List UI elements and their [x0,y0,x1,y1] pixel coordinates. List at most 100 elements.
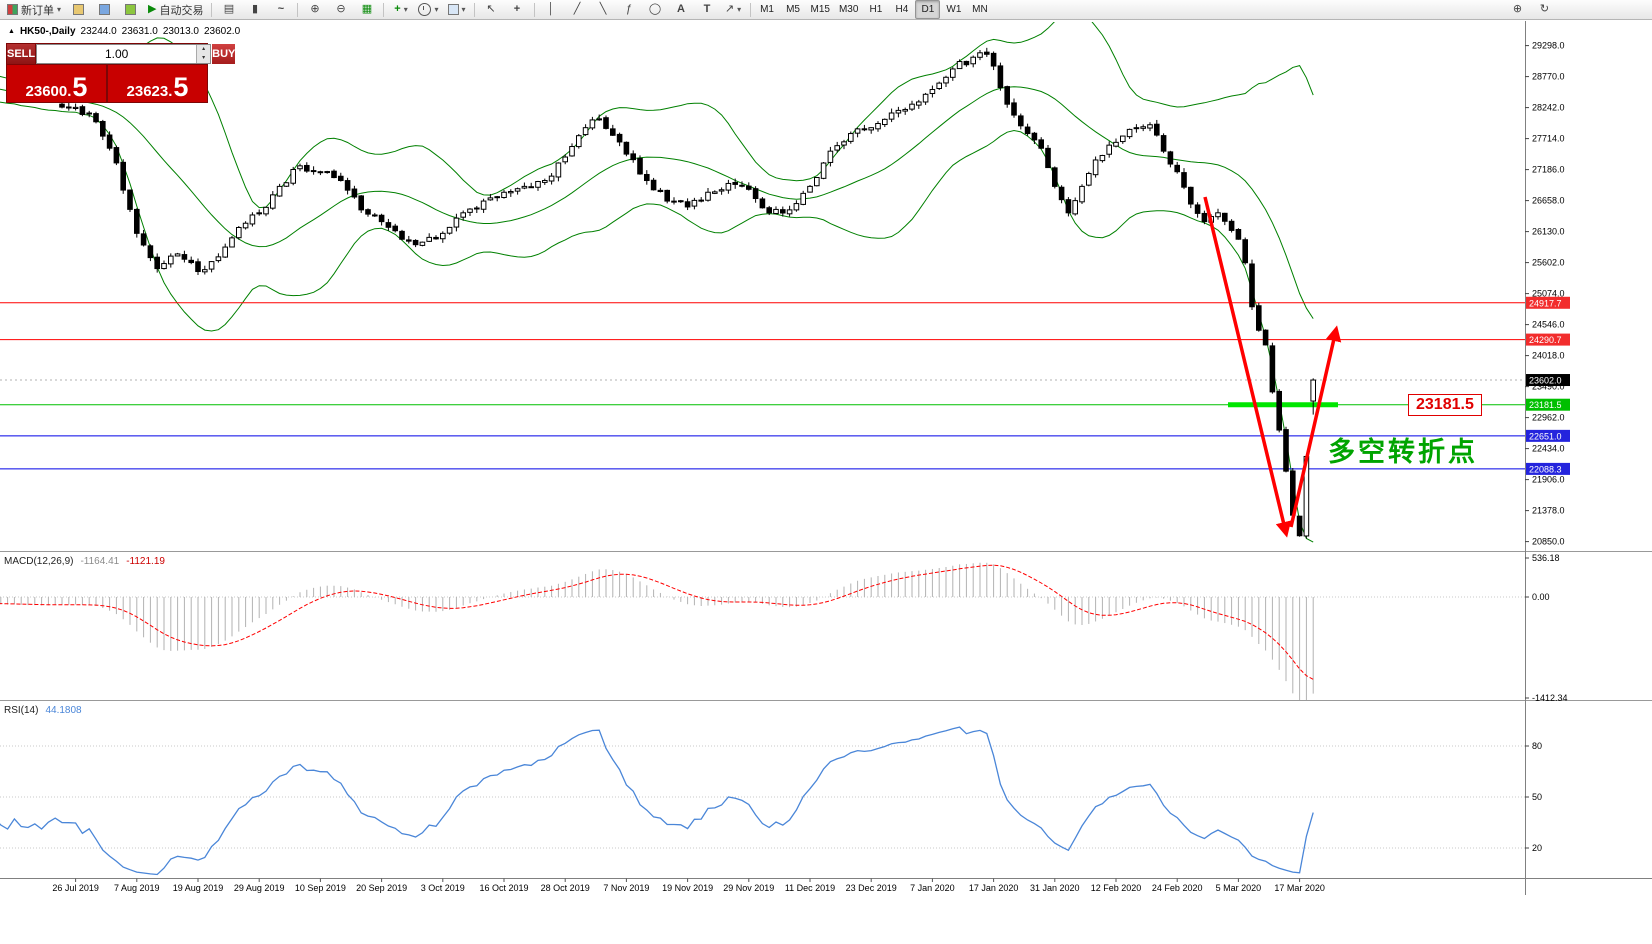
arrow-tool-icon: ↗ [724,3,735,15]
bear-candle [358,195,364,211]
price-axis-tick: 29298.0 [1532,41,1565,51]
autotrading-label: 自动交易 [159,4,204,17]
candlestick-chart-icon: ▮ [251,3,259,15]
bull-candle [854,128,861,134]
chevron-down-icon: ▾ [434,5,439,14]
price-level-tag-text: 24917.7 [1529,298,1562,308]
timeframe-button-h1[interactable]: H1 [869,4,883,15]
rsi-value: 44.1808 [45,705,82,716]
bull-candle [1092,159,1099,176]
buy-price-pips: 5 [173,72,189,103]
zoom-in-button[interactable]: ⊕ [302,0,327,19]
bull-candle [691,199,698,207]
profiles-button[interactable] [92,0,117,19]
timeframe-button-mn[interactable]: MN [972,4,988,15]
timeframe-button-m15[interactable]: M15 [810,4,830,15]
volume-decrease-button[interactable]: ▾ [197,54,211,63]
price-axis-tick: 21378.0 [1532,506,1565,516]
search-button[interactable]: ⊕ [1505,0,1530,19]
tile-windows-button[interactable]: ▦ [354,0,379,19]
alerts-button[interactable] [118,0,143,19]
bar-chart-button[interactable]: ▤ [216,0,241,19]
label-tool-button[interactable]: T [695,0,720,19]
turning-point-annotation[interactable]: 多空转折点 [1328,437,1478,467]
bear-candle [1174,164,1181,173]
bull-candle [222,246,228,258]
templates-button[interactable]: ▾ [444,0,470,19]
timeframe-button-m1[interactable]: M1 [760,4,774,15]
chevron-down-icon: ▾ [461,5,466,14]
line-chart-button[interactable]: ~ [268,0,293,19]
bear-candle [140,233,147,246]
new-order-button[interactable]: 新订单 ▾ [3,0,65,19]
bull-candle [263,206,269,215]
price-axis-tick: 22434.0 [1532,444,1565,454]
bear-candle [195,261,201,273]
timeframe-button-m30[interactable]: M30 [838,4,859,15]
bear-candle [1167,151,1174,165]
indicators-plus-icon: + [394,3,401,15]
up-trend-arrow[interactable] [1289,325,1342,528]
text-tool-button[interactable]: A [669,0,694,19]
buy-price-display[interactable]: 23623. 5 [108,65,207,102]
bull-candle [542,180,548,183]
price-level-tag-text: 24290.7 [1529,335,1562,345]
bear-candle [997,65,1004,89]
indicators-button[interactable]: + ▾ [388,0,413,19]
cursor-tool-button[interactable]: ↖ [479,0,504,19]
volume-input[interactable] [37,45,197,63]
zoom-out-button[interactable]: ⊖ [328,0,353,19]
collapse-triangle-icon[interactable]: ▲ [8,28,15,35]
tile-windows-icon: ▦ [361,3,373,15]
bull-candle [310,170,317,173]
date-axis-label: 28 Oct 2019 [541,883,590,893]
channel-tool-button[interactable]: ╲ [591,0,616,19]
bull-candle [712,191,718,194]
bull-candle [501,191,507,199]
timeframe-button-w1[interactable]: W1 [946,4,962,15]
fibonacci-icon: ƒ [625,3,633,15]
timeframe-button-m5[interactable]: M5 [786,4,800,15]
price-level-callout[interactable]: 23181.5 [1408,394,1482,416]
sell-button[interactable]: SELL [7,44,36,64]
bull-candle [820,162,827,179]
arrows-tool-button[interactable]: ↗ ▾ [721,0,746,19]
bear-candle [732,181,739,185]
refresh-button[interactable]: ↻ [1532,0,1557,19]
autotrading-button[interactable]: ▶ 自动交易 [144,0,207,19]
price-axis-tick: 27186.0 [1532,165,1565,175]
bear-candle [324,171,330,174]
price-level-tag [1526,296,1570,309]
bull-candle [1147,124,1153,129]
chart-background [0,20,1652,944]
buy-button[interactable]: BUY [212,44,236,64]
date-axis-label: 16 Oct 2019 [479,883,528,893]
bear-candle [344,180,351,191]
down-trend-arrow[interactable] [1203,196,1292,538]
candlestick-chart-button[interactable]: ▮ [242,0,267,19]
volume-increase-button[interactable]: ▴ [197,45,211,54]
crosshair-tool-button[interactable]: + [505,0,530,19]
fibonacci-tool-button[interactable]: ƒ [617,0,642,19]
bull-candle [168,255,174,265]
timeframe-button-d1[interactable]: D1 [915,0,941,19]
alerts-icon [125,4,137,15]
date-axis-label: 17 Mar 2020 [1274,883,1325,893]
toolbox-button[interactable] [66,0,91,19]
vertical-line-tool-button[interactable]: │ [539,0,564,19]
timeframe-button-h4[interactable]: H4 [895,4,909,15]
autotrading-icon: ▶ [148,3,157,15]
sell-price-display[interactable]: 23600. 5 [7,65,106,102]
trendline-icon: ╱ [573,3,581,15]
price-axis-tick: 23490.0 [1532,382,1565,392]
bull-candle [807,185,813,193]
trendline-tool-button[interactable]: ╱ [565,0,590,19]
refresh-icon: ↻ [1539,3,1550,15]
bear-candle [181,254,188,260]
shapes-tool-button[interactable]: ◯ [643,0,668,19]
periods-button[interactable]: ▾ [414,0,442,19]
bear-candle [66,106,72,109]
bull-candle [834,145,841,151]
